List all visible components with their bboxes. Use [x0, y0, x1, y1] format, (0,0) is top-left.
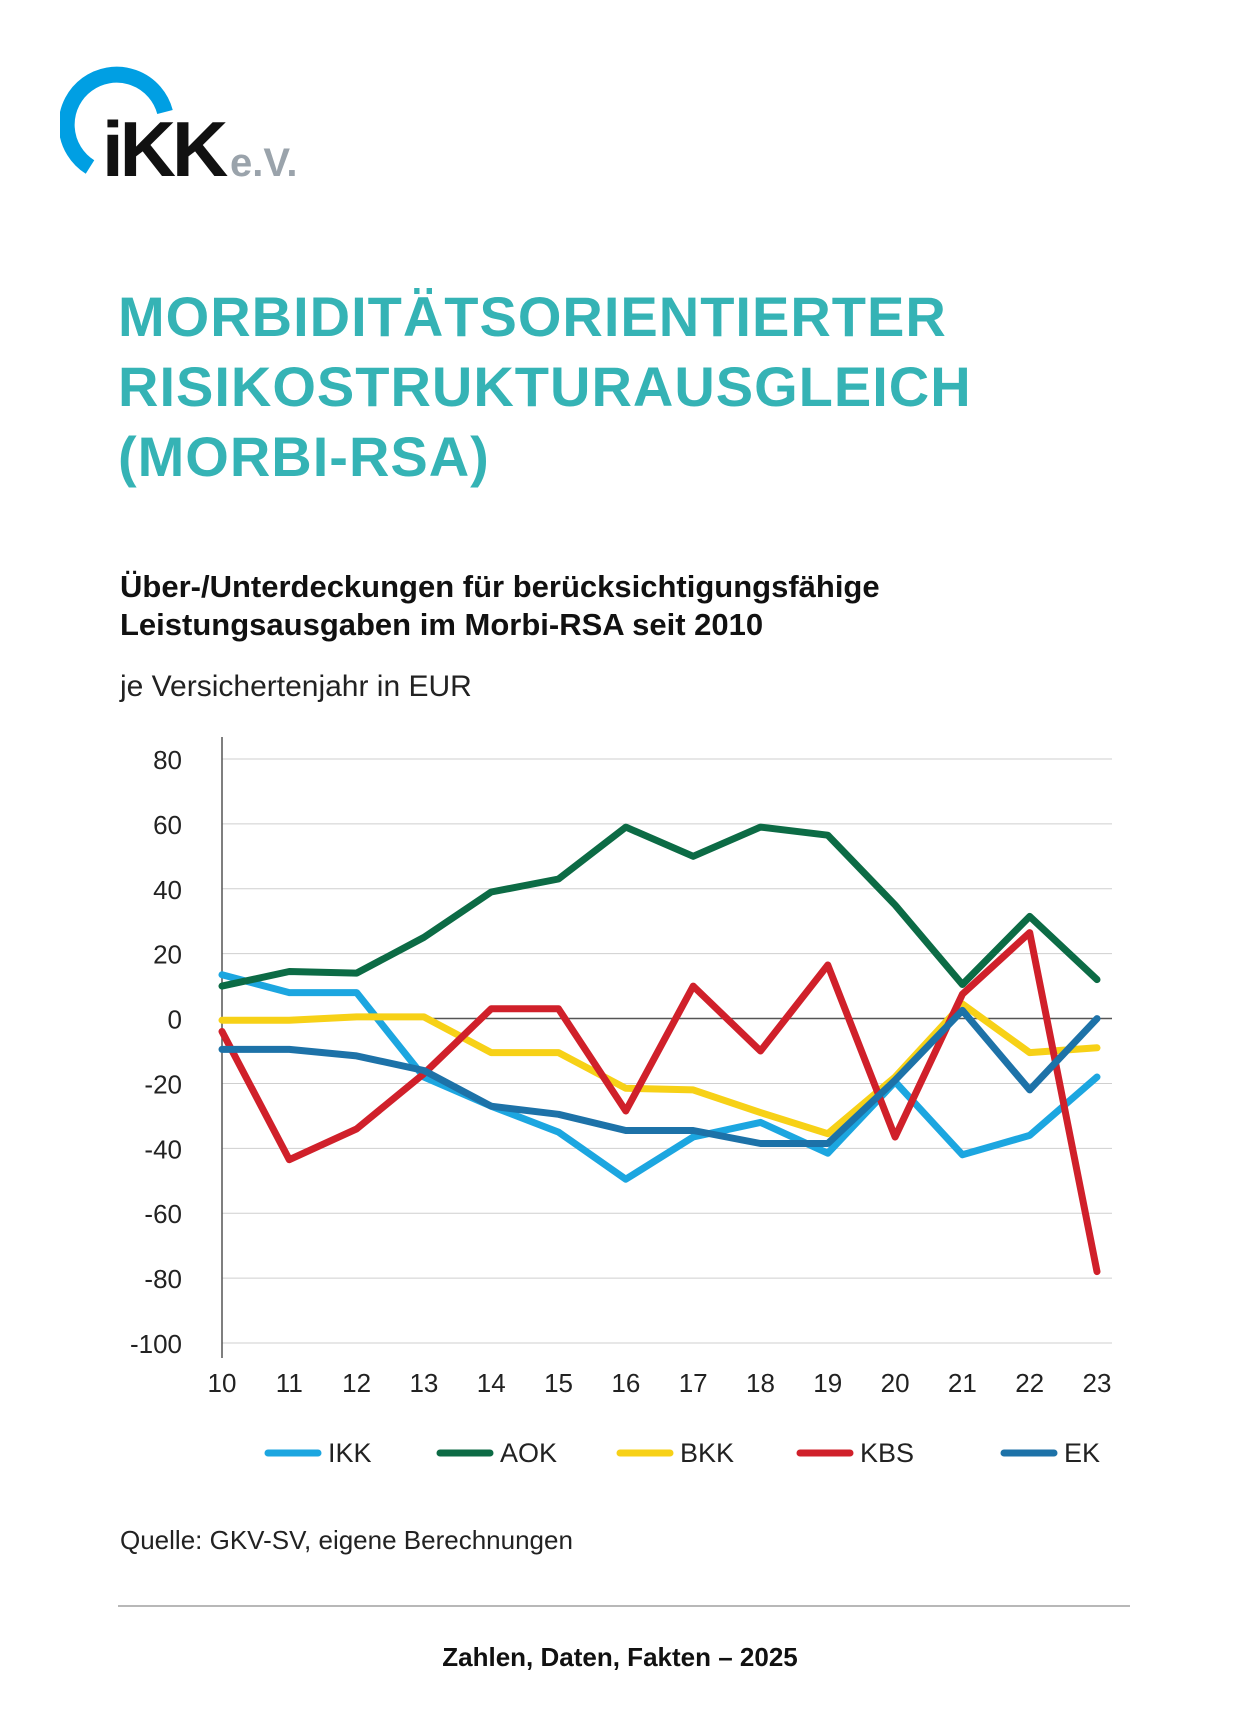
- legend-label-ikk: IKK: [328, 1438, 372, 1468]
- legend-label-ek: EK: [1064, 1438, 1100, 1468]
- y-tick-label: -80: [144, 1264, 182, 1294]
- series-line-aok: [218, 823, 1101, 990]
- x-tick-label: 19: [813, 1368, 842, 1398]
- y-tick-label: 20: [153, 940, 182, 970]
- logo-ring: [60, 66, 173, 174]
- x-tick-label: 23: [1083, 1368, 1112, 1398]
- x-tick-label: 14: [477, 1368, 506, 1398]
- chart-subtitle: Über-/Unterdeckungen für berücksichtigun…: [120, 568, 1180, 644]
- x-tick-label: 15: [544, 1368, 573, 1398]
- title-line: RISIKOSTRUKTURAUSGLEICH: [118, 355, 972, 418]
- x-tick-label: 18: [746, 1368, 775, 1398]
- y-tick-label: 80: [153, 745, 182, 775]
- page-title: MORBIDITÄTSORIENTIERTER RISIKOSTRUKTURAU…: [118, 282, 1178, 492]
- y-tick-label: 40: [153, 875, 182, 905]
- x-tick-label: 11: [276, 1368, 303, 1398]
- y-tick-label: -100: [130, 1329, 182, 1359]
- x-tick-label: 12: [342, 1368, 371, 1398]
- y-tick-label: -20: [144, 1069, 182, 1099]
- legend-label-aok: AOK: [500, 1438, 557, 1468]
- y-tick-label: -40: [144, 1134, 182, 1164]
- legend-label-kbs: KBS: [860, 1438, 914, 1468]
- y-tick-label: 60: [153, 810, 182, 840]
- footer-text: Zahlen, Daten, Fakten – 2025: [442, 1642, 798, 1672]
- logo-suffix: e.V.: [230, 141, 297, 185]
- unit-label: je Versichertenjahr in EUR: [120, 670, 472, 703]
- source-note: Quelle: GKV-SV, eigene Berechnungen: [120, 1525, 573, 1555]
- ikk-logo: iKK e.V.: [60, 66, 297, 193]
- title-line: MORBIDITÄTSORIENTIERTER: [118, 285, 947, 348]
- x-tick-label: 16: [611, 1368, 640, 1398]
- y-tick-label: -60: [144, 1199, 182, 1229]
- series-line-bkk: [218, 1000, 1101, 1138]
- x-tick-label: 22: [1015, 1368, 1044, 1398]
- logo-wordmark: iKK: [102, 105, 228, 193]
- subtitle-line: Über-/Unterdeckungen für berücksichtigun…: [120, 569, 880, 604]
- x-tick-label: 10: [208, 1368, 237, 1398]
- x-tick-label: 21: [948, 1368, 977, 1398]
- x-tick-label: 17: [679, 1368, 708, 1398]
- footer-divider: [118, 1605, 1130, 1607]
- y-tick-label: 0: [168, 1005, 182, 1035]
- x-tick-label: 13: [409, 1368, 438, 1398]
- subtitle-line: Leistungsausgaben im Morbi-RSA seit 2010: [120, 607, 764, 642]
- title-line: (MORBI-RSA): [118, 425, 490, 488]
- series-line-ikk: [218, 971, 1101, 1183]
- line-chart: 80 60 40 20 0 -20 -40 -60 -80 -100 10 11 12 13 14 15 16 1…: [130, 737, 1112, 1468]
- legend-label-bkk: BKK: [680, 1438, 734, 1468]
- series-line-ek: [218, 1006, 1101, 1147]
- x-tick-label: 20: [881, 1368, 910, 1398]
